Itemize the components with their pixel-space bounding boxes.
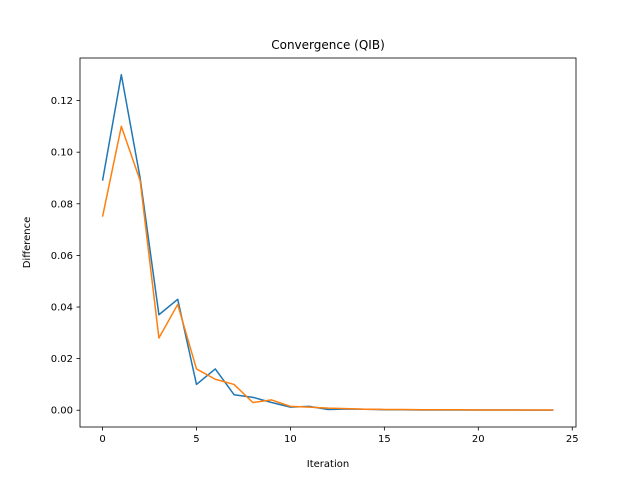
x-tick-label: 20 <box>472 434 485 445</box>
y-tick-label: 0.12 <box>51 96 73 107</box>
axis-ticks: 0 5 10 15 20 25 0.00 0.02 0.04 0.06 0.08 0.10 0.12 <box>51 96 579 445</box>
series-lines <box>101 74 554 411</box>
x-tick-label: 0 <box>99 434 105 445</box>
x-tick-label: 15 <box>378 434 391 445</box>
y-tick-label: 0.06 <box>51 251 73 262</box>
chart-title: Convergence (QIB) <box>271 38 385 52</box>
y-axis-label: Difference <box>22 217 33 269</box>
plot-area <box>80 58 576 427</box>
y-tick-label: 0.10 <box>51 148 73 159</box>
y-tick-label: 0.08 <box>51 199 73 210</box>
plot-frame <box>79 57 577 428</box>
y-tick-label: 0.04 <box>51 303 73 314</box>
x-tick-label: 5 <box>193 434 199 445</box>
y-tick-label: 0.00 <box>51 406 73 417</box>
y-tick-label: 0.02 <box>51 354 73 365</box>
x-tick-label: 10 <box>284 434 297 445</box>
series-line-2 <box>101 125 554 411</box>
x-axis-label: Iteration <box>307 459 349 470</box>
x-tick-label: 25 <box>566 434 579 445</box>
